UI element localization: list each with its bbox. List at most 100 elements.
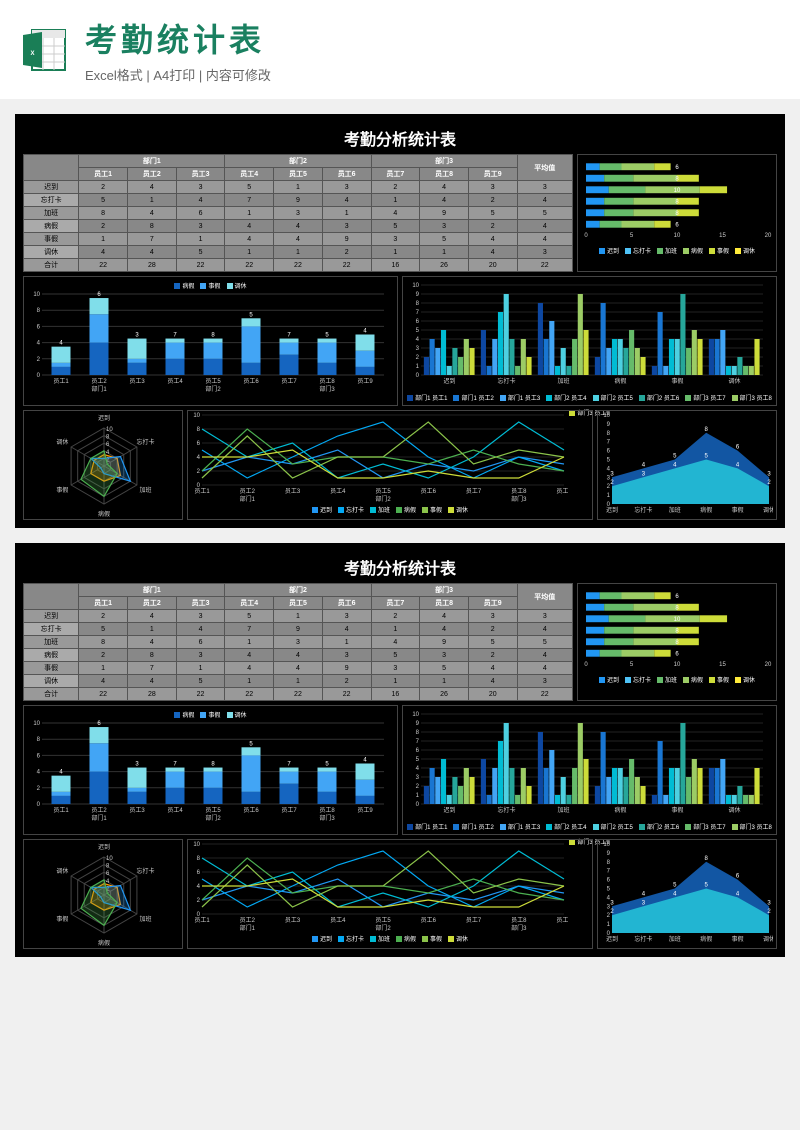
table-cell: 1 — [225, 246, 274, 259]
table-cell: 4 — [420, 610, 469, 623]
table-cell: 1 — [322, 636, 371, 649]
svg-text:3: 3 — [416, 346, 420, 352]
table-cell: 4 — [127, 636, 176, 649]
svg-text:员工1: 员工1 — [53, 378, 69, 385]
table-cell: 20 — [468, 259, 517, 272]
legend-item: 病假 — [396, 505, 416, 514]
grouped-bar — [458, 357, 463, 375]
grouped-bar — [754, 339, 759, 375]
area-chart: 012345678910345863234542迟到忘打卡加班病假事假调休 — [597, 410, 777, 520]
legend-item: 事假 — [200, 710, 220, 719]
hbar-segment — [677, 627, 699, 634]
svg-text:6: 6 — [675, 222, 679, 228]
preview-container: 考勤分析统计表部门1部门2部门3平均值员工1员工2员工3员工4员工5员工6员工7… — [0, 99, 800, 972]
svg-text:10: 10 — [603, 413, 610, 419]
grouped-bar — [544, 768, 549, 804]
table-cell: 4 — [274, 220, 323, 233]
legend-item: 部门2 员工5 — [593, 822, 633, 831]
table-cell: 3 — [322, 649, 371, 662]
row-label: 忘打卡 — [24, 623, 79, 636]
table-cell: 9 — [322, 233, 371, 246]
svg-text:病假: 病假 — [700, 935, 712, 943]
row-label: 加班 — [24, 207, 79, 220]
svg-text:2: 2 — [767, 480, 771, 486]
grouped-bar — [441, 759, 446, 804]
table-cell: 5 — [468, 636, 517, 649]
hbar-legend: 迟到忘打卡加班病假事假调休 — [582, 246, 772, 255]
svg-text:加班: 加班 — [140, 486, 152, 494]
grouped-bar — [675, 339, 680, 375]
grouped-bar — [561, 777, 566, 804]
svg-text:0: 0 — [416, 373, 420, 379]
radar-chart: 迟到忘打卡加班病假事假调休246810 — [23, 410, 183, 520]
grouped-bar — [658, 312, 663, 375]
svg-text:病假: 病假 — [700, 506, 712, 514]
grouped-bar — [749, 795, 754, 804]
svg-text:7: 7 — [416, 739, 420, 745]
legend-item: 调休 — [735, 246, 755, 255]
stacked-bar — [318, 363, 337, 375]
table-cell: 4 — [420, 181, 469, 194]
grouped-bar — [469, 348, 474, 375]
svg-text:事假: 事假 — [671, 806, 683, 814]
grouped-bar — [726, 795, 731, 804]
excel-icon: X — [20, 25, 70, 75]
grouped-bar — [658, 741, 663, 804]
stacked-bar — [52, 792, 71, 796]
svg-text:加班: 加班 — [669, 506, 681, 514]
grouped-bar — [680, 723, 685, 804]
grouped-bar — [521, 768, 526, 804]
table-cell: 4 — [517, 194, 572, 207]
grouped-bar — [469, 777, 474, 804]
table-cell: 5 — [79, 194, 128, 207]
svg-text:迟到: 迟到 — [98, 843, 110, 851]
table-cell: 4 — [127, 610, 176, 623]
stacked-bar — [128, 788, 147, 792]
grouped-bar — [726, 366, 731, 375]
svg-text:5: 5 — [416, 757, 420, 763]
grouped-bar — [612, 339, 617, 375]
grouped-bar — [732, 795, 737, 804]
hbar-segment — [654, 650, 670, 657]
legend-item: 事假 — [709, 675, 729, 684]
grouped-bar — [578, 723, 583, 804]
grouped-bar — [652, 795, 657, 804]
grouped-bar — [504, 294, 509, 375]
table-cell: 5 — [371, 649, 420, 662]
table-cell: 4 — [517, 220, 572, 233]
legend-item: 加班 — [657, 246, 677, 255]
row-label: 加班 — [24, 636, 79, 649]
legend-item: 部门3 员工8 — [732, 393, 772, 402]
grouped-bar — [526, 357, 531, 375]
emp-header: 员工4 — [225, 168, 274, 181]
svg-text:7: 7 — [287, 762, 291, 768]
emp-header: 员工8 — [420, 168, 469, 181]
svg-text:6: 6 — [37, 753, 41, 759]
svg-text:忘打卡: 忘打卡 — [497, 806, 515, 814]
svg-text:员工4: 员工4 — [330, 488, 346, 495]
legend-item: 加班 — [370, 934, 390, 943]
svg-text:4: 4 — [59, 770, 63, 776]
grouped-bar — [424, 786, 429, 804]
stacked-legend: 病假事假调休 — [28, 281, 393, 290]
stacked-bar — [242, 755, 261, 791]
svg-text:员工7: 员工7 — [466, 488, 482, 495]
svg-text:6: 6 — [607, 449, 611, 455]
row-label: 忘打卡 — [24, 194, 79, 207]
svg-text:6: 6 — [106, 871, 110, 877]
table-cell: 4 — [420, 623, 469, 636]
row-label: 合计 — [24, 259, 79, 272]
table-cell: 2 — [468, 220, 517, 233]
grouped-bar — [601, 732, 606, 804]
table-cell: 5 — [79, 623, 128, 636]
svg-text:员工7: 员工7 — [281, 807, 297, 814]
table-cell: 2 — [79, 649, 128, 662]
grouped-bar — [635, 777, 640, 804]
table-cell: 7 — [225, 194, 274, 207]
svg-text:员工4: 员工4 — [167, 378, 183, 385]
line-series — [202, 422, 564, 478]
svg-text:1: 1 — [416, 793, 420, 799]
svg-text:4: 4 — [416, 766, 420, 772]
svg-text:10: 10 — [674, 233, 681, 239]
line-chart: 0246810员工1员工2员工3员工4员工5员工6员工7员工8员工9部门1部门2… — [187, 839, 593, 949]
